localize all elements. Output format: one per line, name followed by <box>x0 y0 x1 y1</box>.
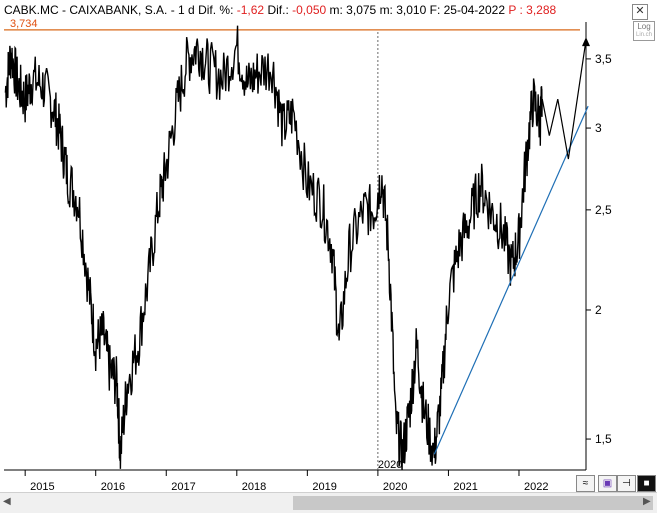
projection-arrow-line <box>541 39 587 160</box>
price-chart[interactable]: 2020 3,734 3,5 3 2,5 2 1,5 2015 2016 2017 2018 201… <box>0 0 657 492</box>
m-label: m: 3,075 <box>329 3 377 17</box>
y-tick-label: 1,5 <box>595 432 612 446</box>
price-value: 3,288 <box>526 3 557 17</box>
dif-label: Dif.: <box>267 3 289 17</box>
ticker-label: CABK.MC - CAIXABANK, S.A. - 1 d <box>4 3 195 17</box>
price-series-line <box>4 25 543 471</box>
y-tick-label: 2 <box>595 303 602 317</box>
scroll-thumb[interactable] <box>293 496 653 510</box>
projection-arrow-head-icon <box>582 37 590 47</box>
date-label: F: 25-04-2022 <box>429 3 505 17</box>
dif-pct-value: -1,62 <box>236 3 265 17</box>
chart-header: CABK.MC - CAIXABANK, S.A. - 1 d Dif. %: … <box>4 3 556 19</box>
close-button[interactable]: ✕ <box>632 4 648 20</box>
y-tick-label: 2,5 <box>595 203 612 217</box>
x-tick-label: 2017 <box>171 481 195 492</box>
horizontal-scrollbar[interactable]: ◀ ▶ <box>0 492 657 513</box>
x-tick-label: 2020 <box>383 481 407 492</box>
zoom-fit-icon[interactable]: ⊣ <box>617 475 636 492</box>
x-tick-label: 2015 <box>30 481 54 492</box>
log-label: Log <box>637 22 651 31</box>
x-tick-label: 2021 <box>453 481 477 492</box>
scroll-right-icon[interactable]: ▶ <box>643 496 651 507</box>
draw-line-icon[interactable]: ≈ <box>576 475 595 492</box>
dif-pct-label: Dif. %: <box>198 3 234 17</box>
x-tick-label: 2022 <box>524 481 548 492</box>
x-tick-label: 2019 <box>312 481 336 492</box>
fill-icon[interactable]: ■ <box>637 475 656 492</box>
dif-value: -0,050 <box>292 3 327 17</box>
price-label: P : <box>508 3 523 17</box>
save-icon[interactable]: ▣ <box>598 475 617 492</box>
y-tick-label: 3,5 <box>595 52 612 66</box>
log-scale-button[interactable]: Log Lin.ch <box>633 21 655 41</box>
y-tick-label: 3 <box>595 121 602 135</box>
m2-label: m: 3,010 <box>379 3 427 17</box>
resistance-label: 3,734 <box>10 18 38 30</box>
scroll-left-icon[interactable]: ◀ <box>3 496 11 507</box>
trend-line <box>433 105 589 455</box>
year-marker-label: 2020 <box>378 459 402 471</box>
log-sub-label: Lin.ch <box>635 32 652 38</box>
x-tick-label: 2018 <box>242 481 266 492</box>
x-tick-label: 2016 <box>101 481 125 492</box>
